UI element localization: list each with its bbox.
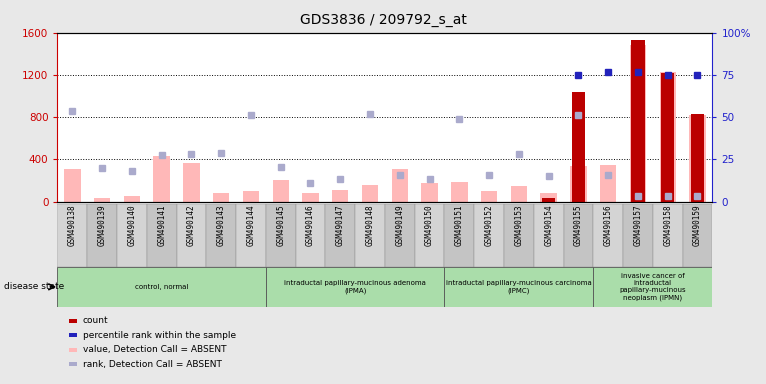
Bar <box>94 199 110 202</box>
Bar <box>511 186 527 202</box>
Bar <box>362 185 378 202</box>
Text: GSM490156: GSM490156 <box>604 205 613 247</box>
Bar <box>296 204 326 267</box>
Text: GSM490139: GSM490139 <box>97 205 106 247</box>
Text: GSM490158: GSM490158 <box>663 205 673 247</box>
Text: GSM490149: GSM490149 <box>395 205 404 247</box>
Text: GSM490154: GSM490154 <box>544 205 553 247</box>
Text: count: count <box>83 316 108 325</box>
Bar <box>243 191 259 202</box>
Bar <box>147 204 176 267</box>
Bar <box>266 204 296 267</box>
Bar <box>623 204 653 267</box>
Bar <box>391 169 408 202</box>
Bar <box>355 204 385 267</box>
Text: GSM490146: GSM490146 <box>306 205 315 247</box>
Bar <box>176 204 206 267</box>
Bar <box>213 193 229 202</box>
Text: GSM490147: GSM490147 <box>336 205 345 247</box>
Bar <box>266 267 444 307</box>
Text: control, normal: control, normal <box>135 284 188 290</box>
Text: GSM490159: GSM490159 <box>693 205 702 247</box>
Text: invasive cancer of
intraductal
papillary-mucinous
neoplasm (IPMN): invasive cancer of intraductal papillary… <box>620 273 686 301</box>
Bar <box>236 204 266 267</box>
Bar <box>689 115 705 202</box>
Bar <box>303 193 319 202</box>
Bar <box>474 204 504 267</box>
Text: intraductal papillary-mucinous adenoma
(IPMA): intraductal papillary-mucinous adenoma (… <box>284 280 426 294</box>
Bar <box>504 204 534 267</box>
Bar <box>541 193 557 202</box>
Bar <box>414 204 444 267</box>
Bar <box>661 73 674 202</box>
Bar <box>87 204 117 267</box>
Text: rank, Detection Call = ABSENT: rank, Detection Call = ABSENT <box>83 360 221 369</box>
Bar <box>451 182 467 202</box>
Text: GSM490138: GSM490138 <box>68 205 77 247</box>
Text: GSM490152: GSM490152 <box>485 205 493 247</box>
Bar <box>542 199 555 202</box>
Bar <box>630 45 647 202</box>
Bar <box>153 156 170 202</box>
Bar <box>206 204 236 267</box>
Bar <box>385 204 414 267</box>
Bar <box>660 72 676 202</box>
Text: GSM490142: GSM490142 <box>187 205 196 247</box>
Bar <box>123 196 140 202</box>
Bar <box>57 204 87 267</box>
Bar <box>653 204 683 267</box>
Text: percentile rank within the sample: percentile rank within the sample <box>83 331 236 340</box>
Text: GSM490148: GSM490148 <box>365 205 375 247</box>
Text: GSM490153: GSM490153 <box>515 205 523 247</box>
Text: GSM490145: GSM490145 <box>277 205 285 247</box>
Text: GSM490141: GSM490141 <box>157 205 166 247</box>
Bar <box>600 165 617 202</box>
Bar <box>421 183 437 202</box>
Text: GSM490144: GSM490144 <box>247 205 255 247</box>
Text: GSM490150: GSM490150 <box>425 205 434 247</box>
Text: disease state: disease state <box>4 281 64 291</box>
Bar <box>481 191 497 202</box>
Bar <box>534 204 564 267</box>
Text: intraductal papillary-mucinous carcinoma
(IPMC): intraductal papillary-mucinous carcinoma… <box>446 280 592 294</box>
Bar <box>571 92 585 202</box>
Text: GSM490157: GSM490157 <box>633 205 643 247</box>
Text: GSM490143: GSM490143 <box>217 205 226 247</box>
Text: value, Detection Call = ABSENT: value, Detection Call = ABSENT <box>83 345 226 354</box>
Bar <box>444 267 594 307</box>
Bar <box>683 204 712 267</box>
Bar <box>117 204 147 267</box>
Bar <box>594 204 623 267</box>
Text: GDS3836 / 209792_s_at: GDS3836 / 209792_s_at <box>300 13 466 27</box>
Bar <box>570 166 587 202</box>
Bar <box>332 190 349 202</box>
Text: GSM490151: GSM490151 <box>455 205 464 247</box>
Bar <box>444 204 474 267</box>
Text: GSM490140: GSM490140 <box>127 205 136 247</box>
Text: GSM490155: GSM490155 <box>574 205 583 247</box>
Bar <box>631 40 645 202</box>
Bar <box>564 204 594 267</box>
Bar <box>57 267 266 307</box>
Bar <box>691 114 704 202</box>
Bar <box>64 169 80 202</box>
Bar <box>326 204 355 267</box>
Bar <box>183 162 200 202</box>
Bar <box>594 267 712 307</box>
Bar <box>273 180 289 202</box>
